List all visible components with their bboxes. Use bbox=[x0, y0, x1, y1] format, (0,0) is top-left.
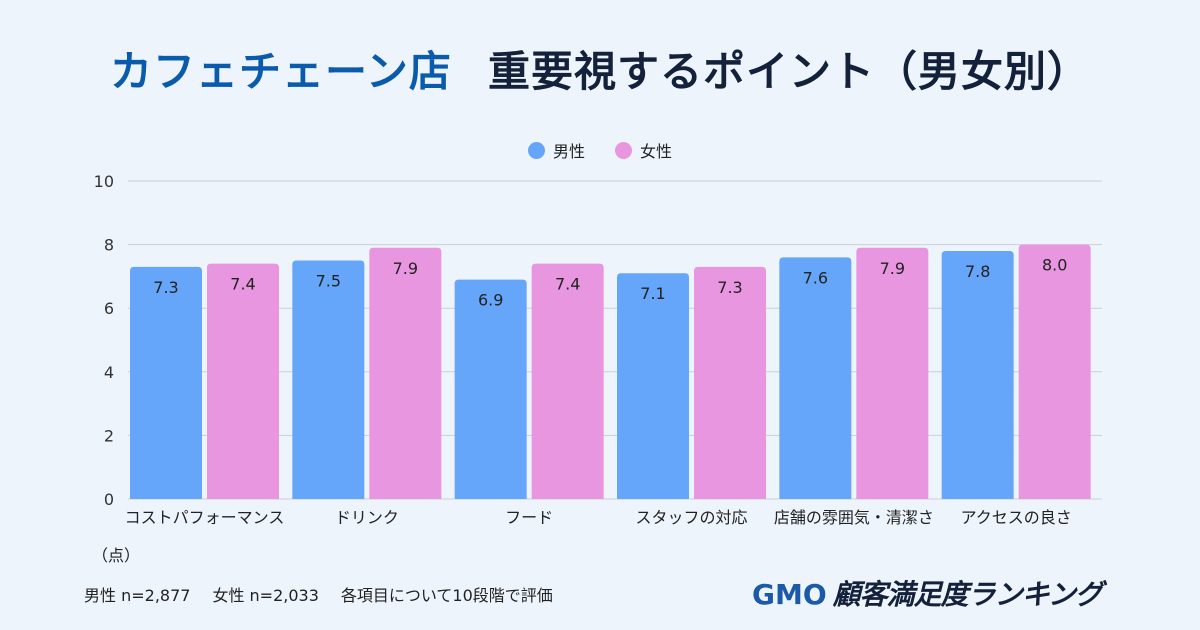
x-tick-label: フード bbox=[505, 508, 553, 527]
data-label: 7.4 bbox=[555, 275, 580, 294]
legend-item-female[interactable]: 女性 bbox=[615, 138, 672, 162]
y-tick-label: 10 bbox=[94, 172, 114, 191]
data-label: 7.5 bbox=[316, 272, 341, 291]
bar-male bbox=[130, 266, 202, 499]
x-tick-label: コストパフォーマンス bbox=[125, 508, 285, 527]
female-sample-size: 女性 n=2,033 bbox=[212, 586, 319, 605]
data-label: 7.8 bbox=[965, 262, 990, 281]
footer-note: 男性 n=2,877 女性 n=2,033 各項目について10段階で評価 bbox=[84, 582, 575, 606]
data-label: 7.3 bbox=[153, 278, 178, 297]
data-label: 7.3 bbox=[717, 278, 742, 297]
data-label: 7.9 bbox=[393, 259, 418, 278]
bar-male bbox=[779, 257, 852, 499]
chart-title: カフェチェーン店 重要視するポイント（男女別） bbox=[0, 38, 1200, 99]
x-tick-label: ドリンク bbox=[335, 508, 399, 527]
y-tick-label: 8 bbox=[104, 236, 114, 255]
y-tick-label: 4 bbox=[104, 363, 114, 382]
legend-label-female: 女性 bbox=[640, 142, 673, 161]
legend: 男性 女性 bbox=[0, 138, 1200, 162]
title-part2: 重要視するポイント（男女別） bbox=[487, 47, 1090, 96]
bar-female bbox=[694, 266, 766, 499]
bar-male bbox=[292, 260, 365, 499]
data-label: 6.9 bbox=[478, 291, 503, 310]
data-label: 7.4 bbox=[230, 275, 255, 294]
male-sample-size: 男性 n=2,877 bbox=[84, 586, 191, 605]
y-tick-label: 2 bbox=[104, 426, 114, 445]
bar-male bbox=[941, 250, 1014, 499]
rating-note: 各項目について10段階で評価 bbox=[340, 586, 553, 605]
bar-female bbox=[856, 247, 929, 499]
y-unit-label: （点） bbox=[92, 546, 141, 565]
bar-female bbox=[1018, 244, 1091, 499]
y-tick-label: 0 bbox=[104, 490, 114, 509]
data-label: 7.6 bbox=[803, 268, 828, 287]
bar-female bbox=[369, 247, 442, 499]
legend-swatch-male bbox=[527, 141, 545, 159]
bar-male bbox=[617, 273, 689, 499]
title-part1: カフェチェーン店 bbox=[110, 47, 452, 96]
x-tick-label: スタッフの対応 bbox=[635, 508, 747, 527]
data-label: 7.9 bbox=[880, 259, 905, 278]
bar-female bbox=[531, 263, 604, 499]
legend-swatch-female bbox=[615, 141, 632, 159]
data-label: 8.0 bbox=[1042, 256, 1067, 275]
x-tick-label: アクセスの良さ bbox=[961, 508, 1072, 527]
logo-brand: GMO bbox=[752, 578, 827, 611]
legend-label-male: 男性 bbox=[552, 142, 585, 161]
bar-male bbox=[454, 279, 527, 499]
x-tick-label: 店舗の雰囲気・清潔さ bbox=[774, 508, 934, 527]
gmo-logo: GMO 顧客満足度ランキング bbox=[752, 573, 1103, 613]
logo-text: 顧客満足度ランキング bbox=[832, 578, 1103, 611]
legend-item-male[interactable]: 男性 bbox=[527, 138, 585, 162]
data-label: 7.1 bbox=[640, 284, 665, 303]
y-tick-label: 6 bbox=[104, 299, 114, 318]
bar-female bbox=[207, 263, 279, 499]
